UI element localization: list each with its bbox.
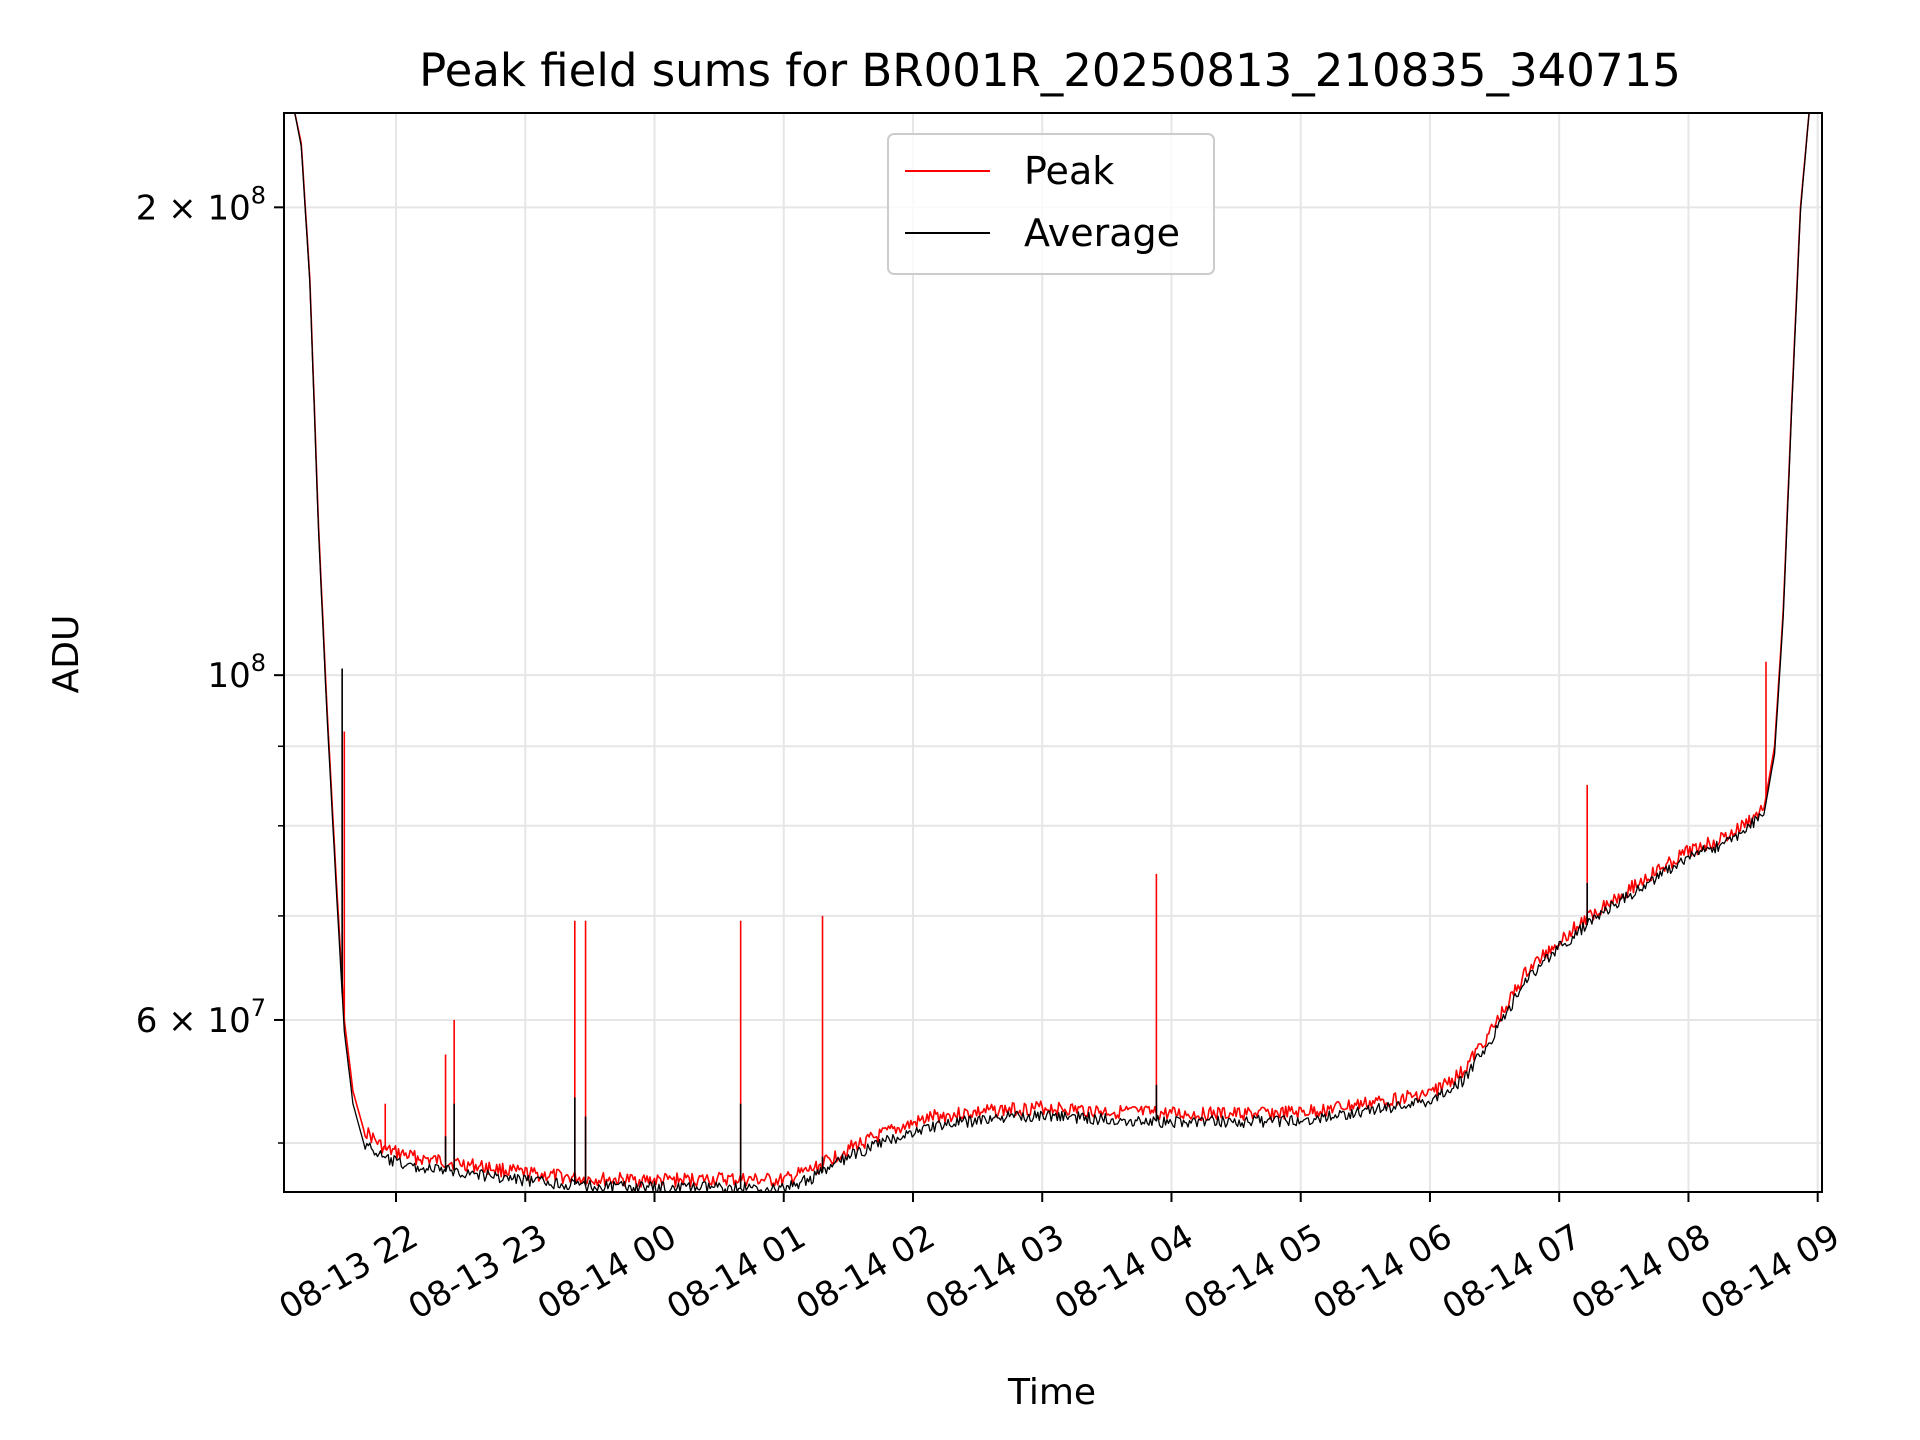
legend-label-average: Average: [1024, 211, 1180, 255]
series-line-average: [284, 113, 1822, 1192]
y-tick-label: 2 × 108: [136, 181, 266, 228]
legend: Peak Average: [887, 133, 1215, 275]
plot-frame: [283, 112, 1823, 1193]
chart-title: Peak field sums for BR001R_20250813_2108…: [419, 44, 1681, 97]
y-tick-label: 108: [207, 649, 266, 696]
y-axis-title: ADU: [46, 615, 87, 694]
legend-box: [887, 133, 1215, 275]
grid: [284, 113, 1822, 1192]
series-layer: [284, 113, 1822, 1192]
legend-label-peak: Peak: [1024, 149, 1114, 193]
y-tick-label: 6 × 107: [136, 994, 266, 1041]
y-axis: 6 × 107 108 2 × 108: [136, 181, 284, 1144]
x-axis-title: Time: [1007, 1372, 1096, 1413]
